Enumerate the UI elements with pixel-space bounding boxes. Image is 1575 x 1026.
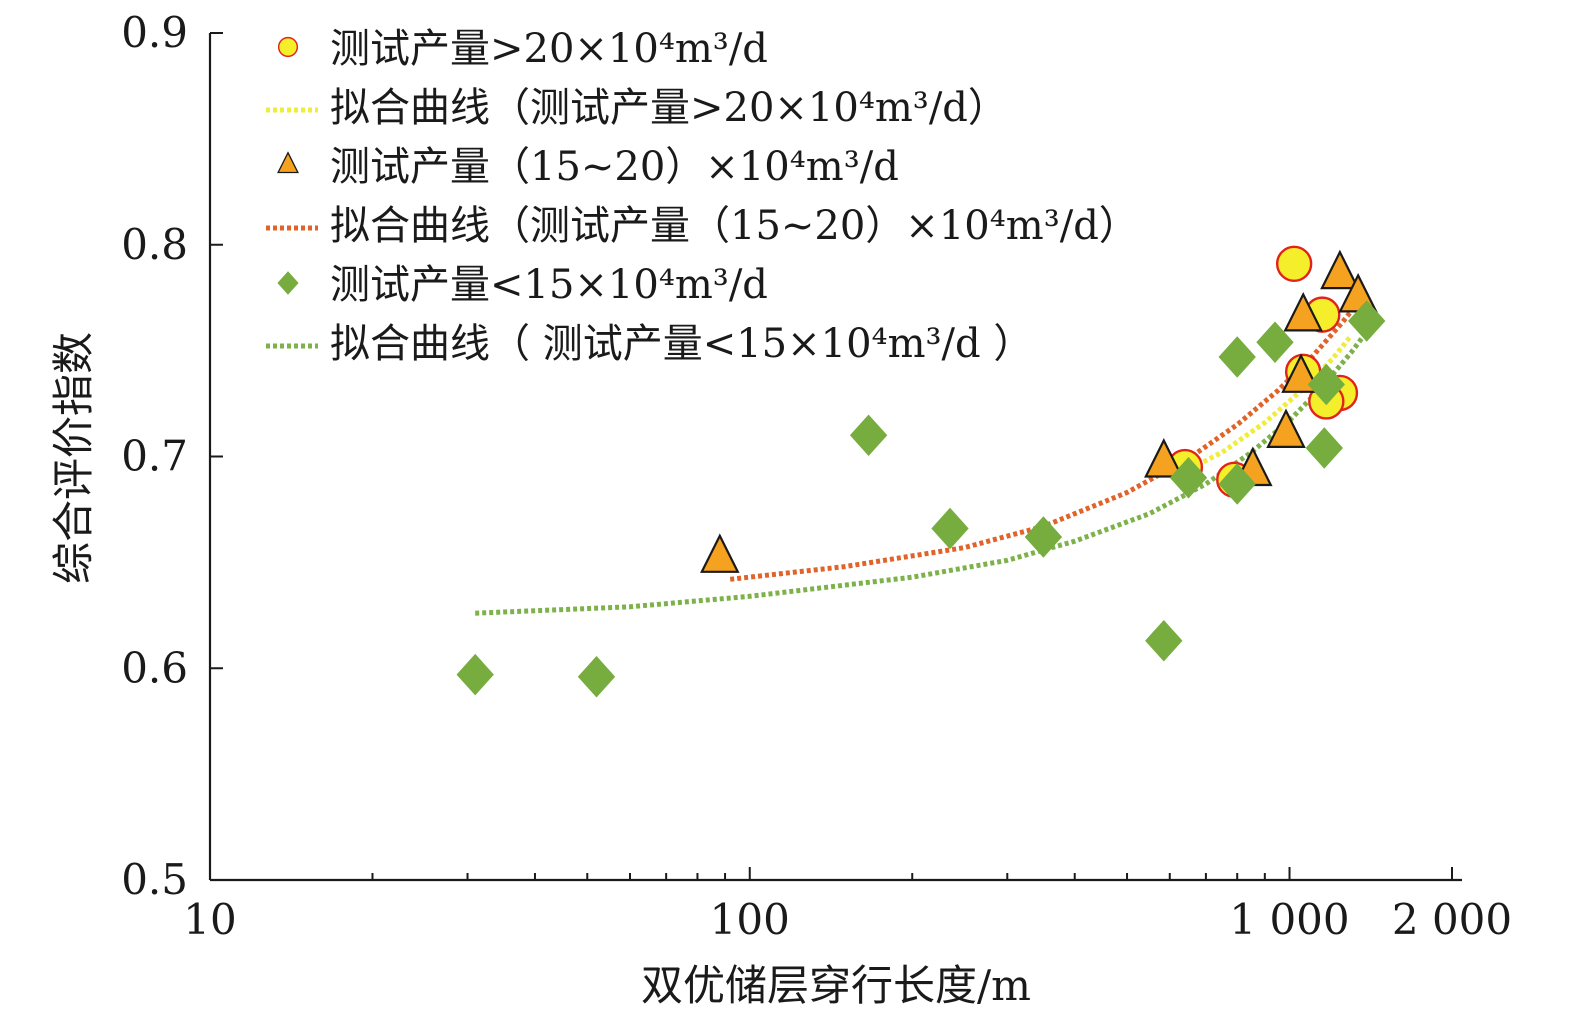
- data-point-diamond: [1307, 363, 1345, 406]
- x-tick-label: 100: [710, 895, 790, 944]
- data-point-diamond: [577, 655, 616, 698]
- x-tick-label: 10: [183, 895, 236, 944]
- y-tick-label: 0.9: [121, 8, 188, 57]
- data-point-diamond: [1145, 619, 1183, 662]
- data-point-diamond: [1305, 427, 1343, 469]
- data-point-circle: [277, 36, 299, 58]
- data-point-diamond: [849, 414, 888, 457]
- data-point-triangle: [1266, 408, 1306, 448]
- data-point-diamond: [1169, 456, 1208, 499]
- y-tick-label: 0.6: [121, 643, 188, 692]
- x-tick-label: 1 000: [1229, 895, 1349, 944]
- y-axis-title: 综合评价指数: [49, 332, 98, 584]
- y-tick-label: 0.5: [121, 855, 188, 904]
- data-point-diamond: [1218, 336, 1256, 378]
- y-tick-label: 0.7: [121, 432, 188, 481]
- data-point-triangle: [1144, 438, 1184, 478]
- data-point-triangle: [700, 533, 740, 573]
- data-point-triangle: [1320, 249, 1360, 290]
- data-point-diamond: [1256, 321, 1294, 363]
- data-points: [456, 245, 1386, 698]
- data-point-diamond: [1024, 516, 1063, 558]
- ticks: 0.5 0.6 0.7 0.8 0.9 10 100 1 000 2 000: [121, 8, 1512, 944]
- data-point-diamond: [1348, 300, 1386, 342]
- legend-label: 拟合曲线（测试产量>20×10⁴m³/d）: [330, 85, 1008, 131]
- data-point-diamond: [931, 507, 969, 550]
- data-point-diamond: [277, 271, 299, 295]
- legend-label: 测试产量>20×10⁴m³/d: [330, 26, 768, 72]
- data-point-triangle: [277, 151, 299, 174]
- data-point-diamond: [1218, 463, 1256, 505]
- fit-curve: [1183, 334, 1353, 474]
- data-point-triangle: [1283, 291, 1323, 332]
- x-tick-label: 2 000: [1392, 895, 1512, 944]
- legend-label: 测试产量（15~20）×10⁴m³/d: [330, 144, 899, 190]
- legend-label: 拟合曲线（ 测试产量<15×10⁴m³/d ）: [330, 321, 1033, 367]
- x-axis-title: 双优储层穿行长度/m: [641, 961, 1031, 1010]
- fit-curve: [475, 327, 1371, 616]
- legend-label: 拟合曲线（测试产量（15~20）×10⁴m³/d）: [330, 203, 1139, 249]
- legend-label: 测试产量<15×10⁴m³/d: [330, 262, 768, 308]
- data-point-circle: [1275, 245, 1313, 283]
- y-tick-label: 0.8: [121, 220, 188, 269]
- legend: 测试产量>20×10⁴m³/d 拟合曲线（测试产量>20×10⁴m³/d） 测试产量…: [266, 26, 1139, 367]
- data-point-diamond: [456, 653, 494, 696]
